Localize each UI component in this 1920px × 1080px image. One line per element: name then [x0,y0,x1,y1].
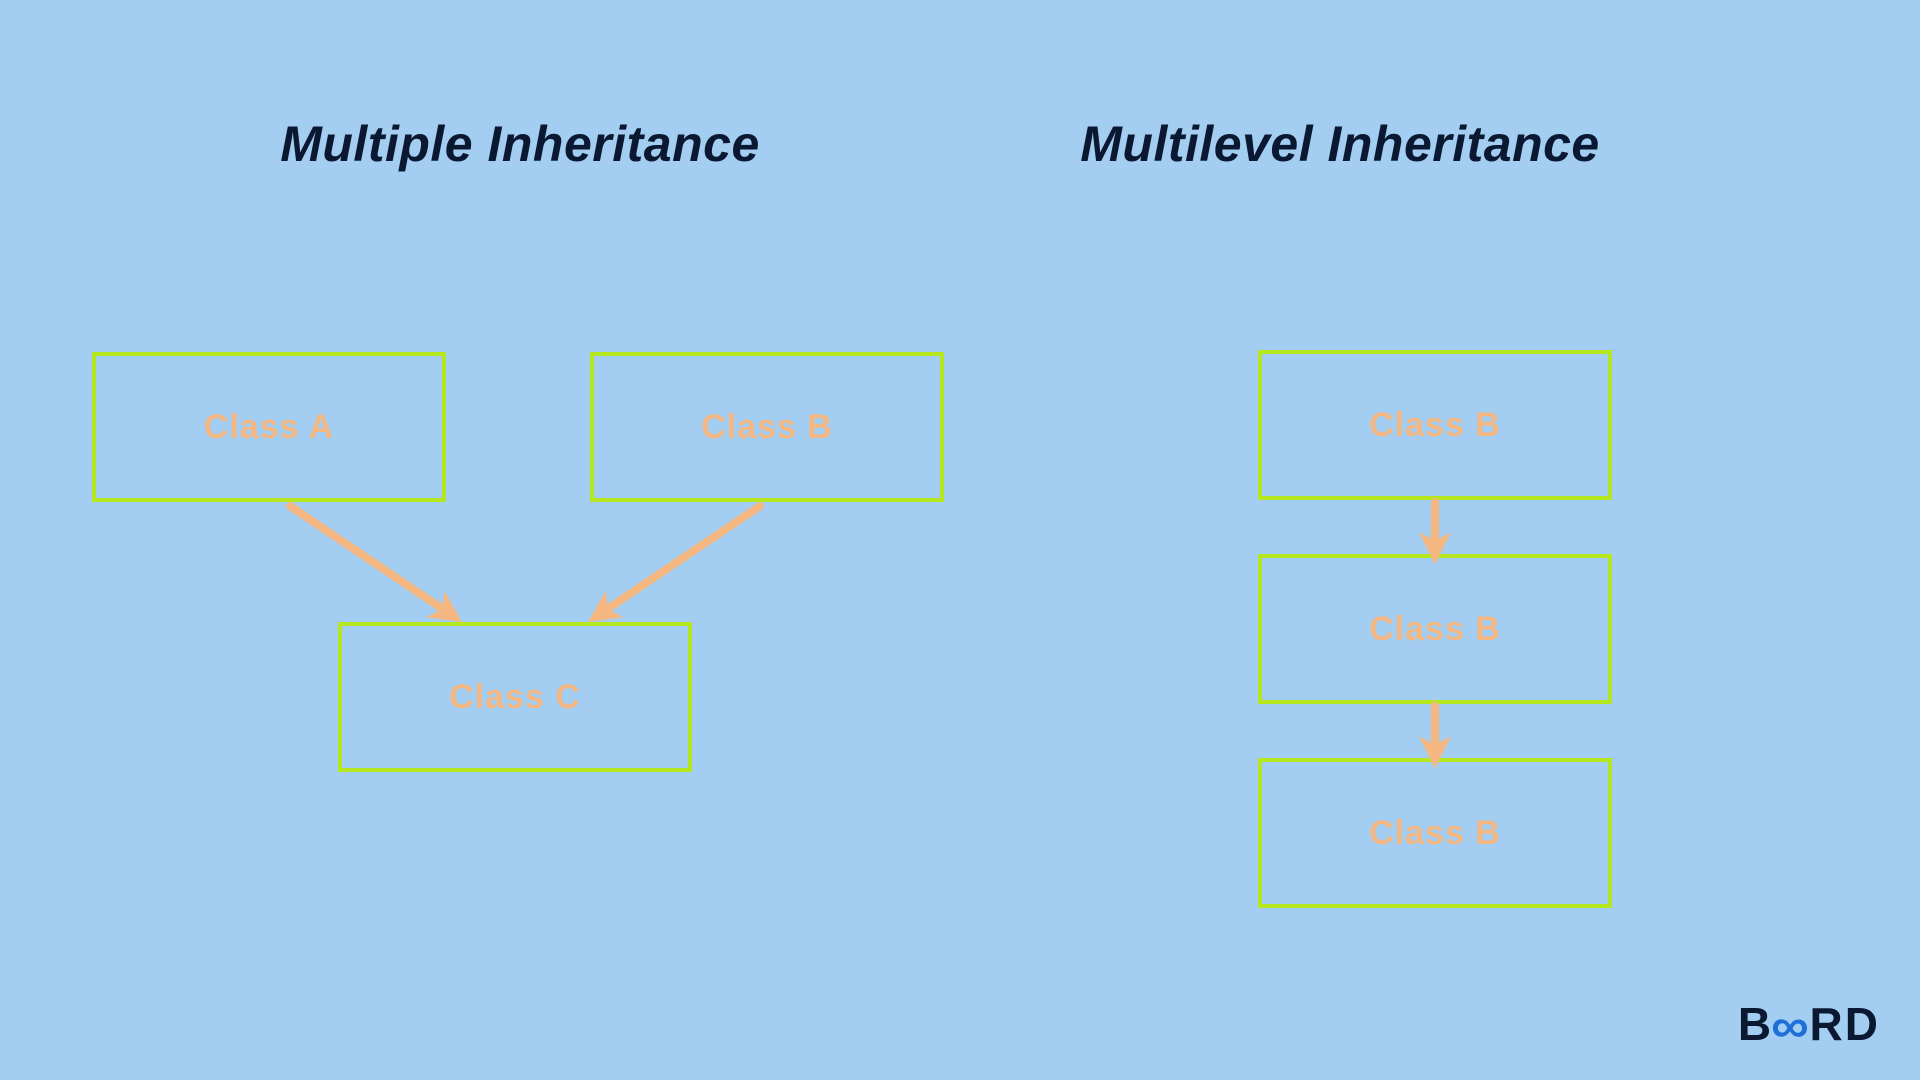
brand-logo: B∞RD [1738,996,1880,1052]
edge-arrow [290,506,450,614]
class-box-b: Class B [590,352,944,502]
class-box-a: Class A [92,352,446,502]
class-box-c: Class C [338,622,692,772]
class-box-level-3: Class B [1258,758,1612,908]
edge-arrow [600,506,760,614]
title-multilevel-inheritance: Multilevel Inheritance [1080,115,1599,173]
logo-text-before: B [1738,997,1773,1051]
class-box-level-1: Class B [1258,350,1612,500]
class-box-level-2: Class B [1258,554,1612,704]
diagram-canvas: Multiple Inheritance Multilevel Inherita… [0,0,1920,1080]
title-multiple-inheritance: Multiple Inheritance [280,115,760,173]
logo-text-after: RD [1810,997,1880,1051]
infinity-icon: ∞ [1771,998,1811,1054]
